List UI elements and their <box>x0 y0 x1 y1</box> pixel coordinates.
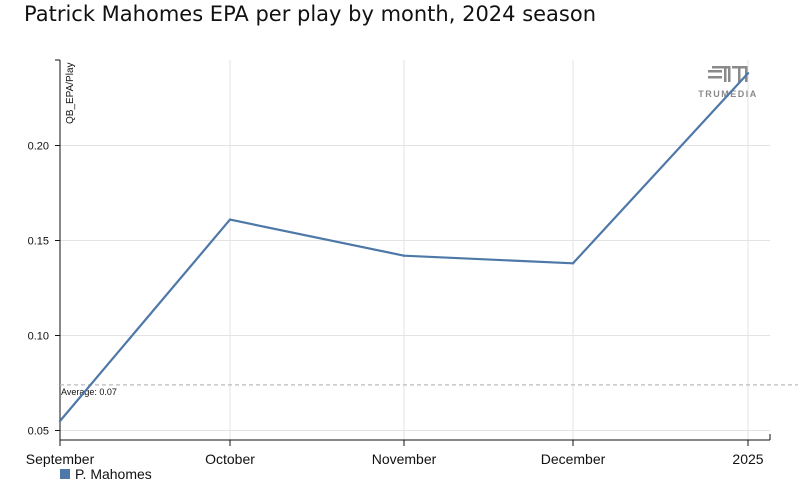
data-point <box>403 255 405 257</box>
data-point <box>747 72 749 74</box>
y-tick-label: 0.20 <box>28 141 49 153</box>
y-tick-label: 0.10 <box>28 331 49 343</box>
x-tick-label: December <box>541 451 606 467</box>
data-point <box>572 262 574 264</box>
y-tick-label: 0.15 <box>28 236 49 248</box>
data-point <box>229 218 231 220</box>
x-tick-label: September <box>26 451 95 467</box>
x-tick-label: November <box>372 451 437 467</box>
x-tick-label: October <box>205 451 255 467</box>
legend-label: P. Mahomes <box>75 466 152 482</box>
y-tick-label: 0.05 <box>28 426 49 438</box>
legend-swatch <box>60 469 70 479</box>
legend: P. Mahomes <box>60 466 152 482</box>
data-point <box>59 420 61 422</box>
x-tick-label: 2025 <box>732 451 763 467</box>
